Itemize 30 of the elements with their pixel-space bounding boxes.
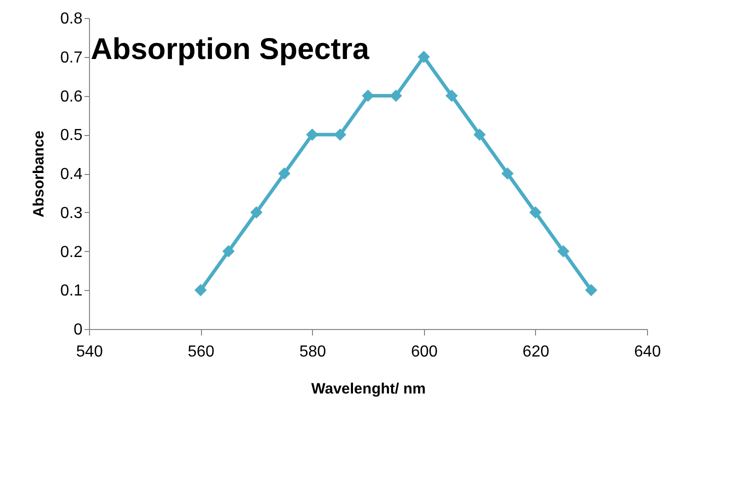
x-tick-label: 600 [410,344,438,360]
point [529,206,542,218]
x-tick-label: 620 [522,344,550,360]
text: Absorption Spectra [90,33,370,66]
y-tick-label: 0.2 [60,244,83,261]
point [501,167,514,180]
y-tick-label: 0.8 [60,10,83,28]
x-tick-label: 540 [76,344,103,360]
point [446,90,458,102]
y-tick-label: 0.4 [60,166,83,183]
y-tick-label: 0.5 [60,127,83,144]
x-tick-label: 580 [299,344,326,360]
y-tick-label: 0.7 [60,49,83,66]
y-tick-label: 0 [74,322,83,338]
y-tick-label: 0.1 [60,282,83,300]
point [222,245,235,258]
point [473,128,486,141]
point [306,128,318,141]
point [418,50,430,63]
x-tick-label: 560 [188,344,215,360]
point [585,284,598,296]
y-tick-label: 0.3 [60,204,83,222]
point [194,284,207,296]
y-tick-label: 0.6 [60,88,83,106]
point [278,167,290,180]
point [557,245,570,258]
x-tick-label: 640 [634,344,661,360]
x-axis-title: Wavelenght/ nm [311,380,426,398]
point [250,206,263,218]
y-axis-title: Absorbance [30,130,48,218]
